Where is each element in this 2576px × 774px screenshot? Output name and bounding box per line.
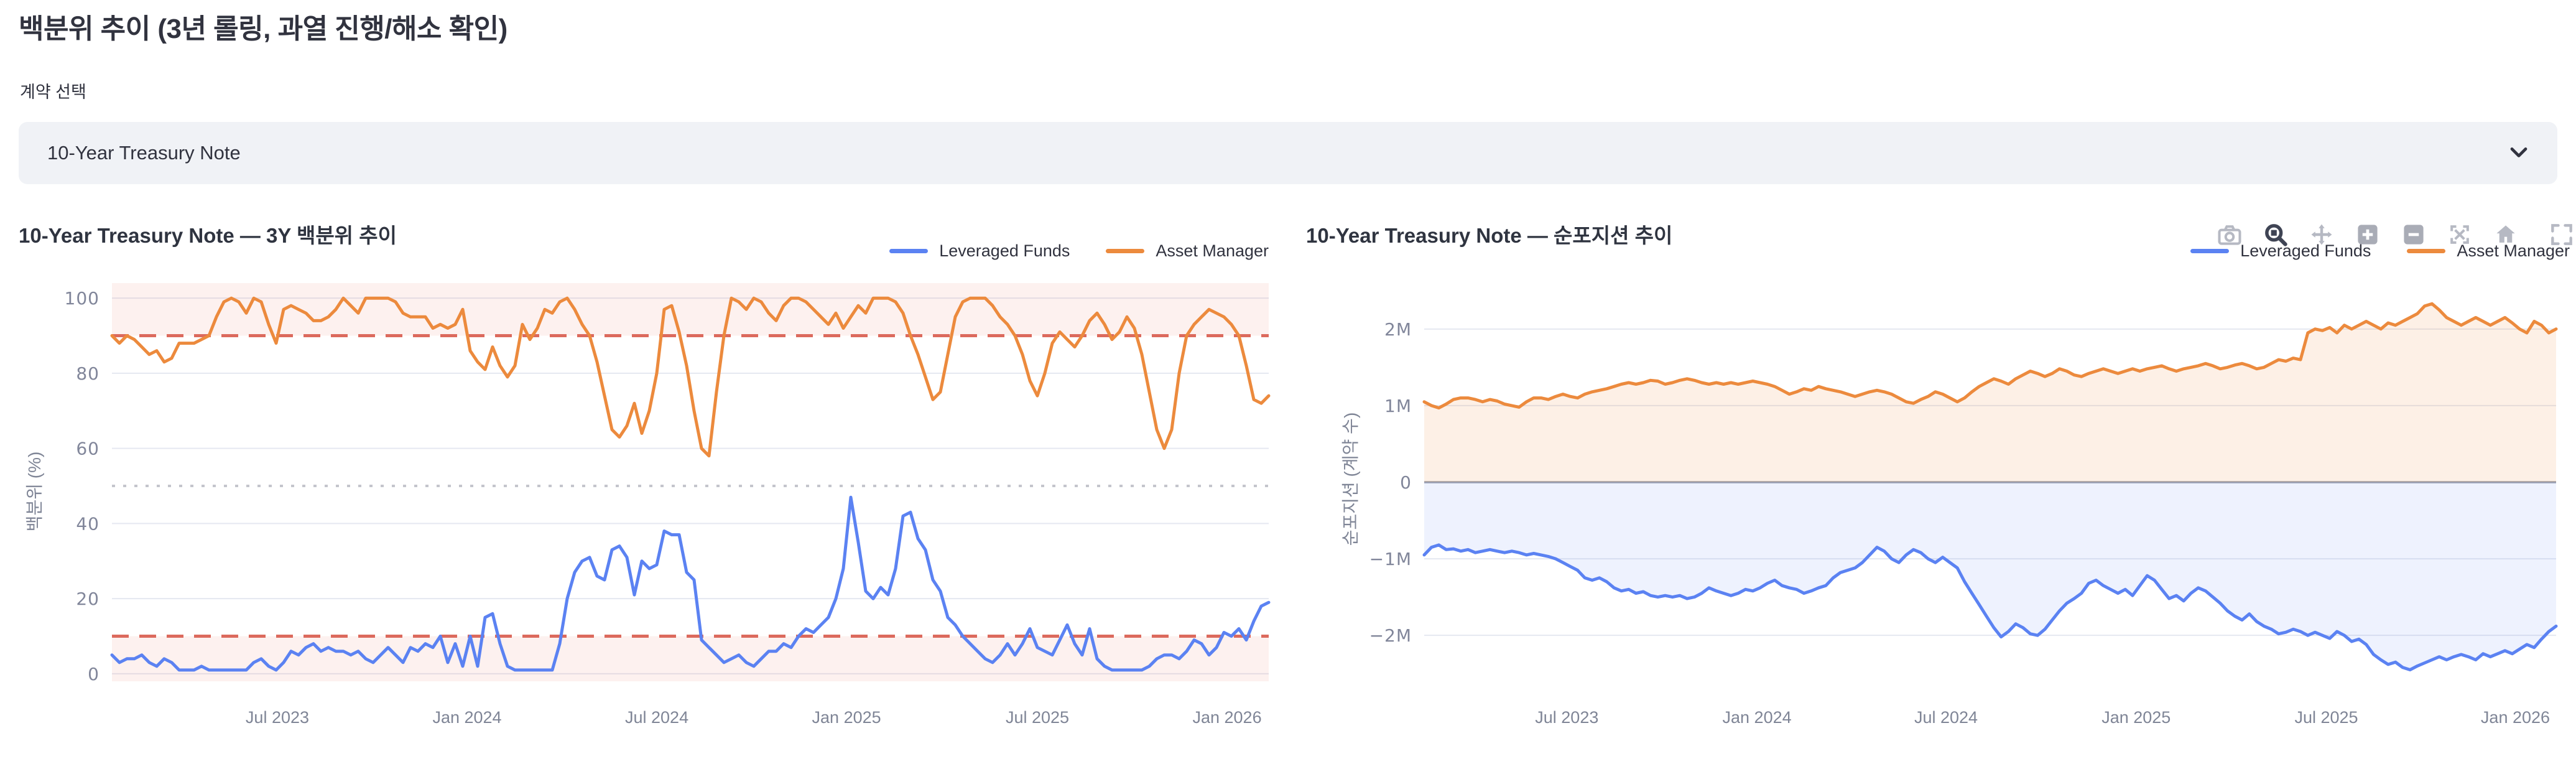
series-fill [1424,482,2556,670]
percentile-plot-area[interactable]: 0 20 40 60 80 100 Jul 2023 Jan 2024 Jul 2024 Jan … [19,274,1275,759]
page-title: 백분위 추이 (3년 롤링, 과열 진행/해소 확인) [19,14,507,44]
percentile-chart-legend: Leveraged Funds Asset Manager [889,241,1269,261]
y-tick-label: 1M [1384,396,1412,416]
plotly-modebar [2215,220,2576,249]
y-tick-label: 80 [76,363,100,384]
y-tick-label: −2M [1369,625,1412,646]
series-line-leveraged-funds [1422,543,2558,671]
legend-label: Leveraged Funds [2240,241,2371,260]
x-tick-label: Jan 2025 [812,708,881,727]
zoom-in-icon[interactable] [2353,220,2382,249]
x-tick-label: Jul 2024 [625,708,688,727]
x-tick-label: Jul 2024 [1914,708,1978,727]
reset-axes-icon[interactable] [2491,220,2520,249]
netposition-chart-legend: Leveraged Funds Asset Manager [2190,241,2570,261]
y-tick-label: 0 [1400,472,1412,493]
y-tick-label: 60 [76,439,100,459]
contract-selectbox-value: 10-Year Treasury Note [47,142,241,164]
percentile-chart-card: 10-Year Treasury Note — 3Y 백분위 추이 Levera… [19,218,1275,765]
asset-manager-swatch [2407,249,2446,253]
asset-manager-swatch [1106,249,1145,253]
legend-item-leveraged-funds[interactable]: Leveraged Funds [889,241,1070,261]
x-tick-label: Jul 2023 [1535,708,1598,727]
series-line-leveraged-funds [110,495,1271,672]
camera-icon[interactable] [2215,220,2244,249]
series-fill [1424,304,2556,482]
netposition-chart-card: 10-Year Treasury Note — 순포지션 추이 Leverage… [1306,218,2576,765]
chevron-down-icon [2505,138,2532,169]
zoom-out-icon[interactable] [2399,220,2428,249]
legend-item-asset-manager[interactable]: Asset Manager [2407,241,2570,261]
legend-label: Asset Manager [1156,241,1269,260]
contract-select-label: 계약 선택 [20,83,86,101]
x-tick-label: Jan 2024 [1723,708,1792,727]
y-tick-label: 2M [1384,319,1412,340]
autoscale-icon[interactable] [2445,220,2474,249]
x-tick-label: Jan 2025 [2101,708,2171,727]
legend-item-asset-manager[interactable]: Asset Manager [1106,241,1269,261]
y-tick-label: 40 [76,513,100,534]
x-tick-label: Jan 2026 [2481,708,2550,727]
leveraged-funds-swatch [889,249,929,253]
threshold-band [112,283,1269,336]
y-tick-label: 0 [88,664,100,684]
x-tick-label: Jul 2023 [246,708,309,727]
legend-item-leveraged-funds[interactable]: Leveraged Funds [2190,241,2371,261]
zoom-icon[interactable] [2261,220,2290,249]
y-tick-label: 100 [65,288,100,309]
y-tick-label: −1M [1369,549,1412,569]
pan-icon[interactable] [2307,220,2336,249]
x-tick-label: Jan 2026 [1192,708,1261,727]
contract-selectbox[interactable]: 10-Year Treasury Note [19,122,2557,184]
netposition-chart-title: 10-Year Treasury Note — 순포지션 추이 [1306,224,1673,247]
legend-label: Leveraged Funds [939,241,1070,260]
series-line-asset-manager [110,296,1271,458]
fullscreen-icon[interactable] [2547,220,2576,249]
x-tick-label: Jul 2025 [1006,708,1069,727]
series-line-asset-manager [1422,302,2558,410]
x-tick-label: Jul 2025 [2294,708,2358,727]
leveraged-funds-swatch [2190,249,2230,253]
netposition-plot-area[interactable]: −2M −1M 0 1M 2M Jul 2023 Jan 2024 Jul 2024 Jan 2… [1306,274,2576,759]
legend-label: Asset Manager [2457,241,2570,260]
x-tick-label: Jan 2024 [432,708,501,727]
y-tick-label: 20 [76,589,100,609]
percentile-chart-title: 10-Year Treasury Note — 3Y 백분위 추이 [19,224,397,247]
